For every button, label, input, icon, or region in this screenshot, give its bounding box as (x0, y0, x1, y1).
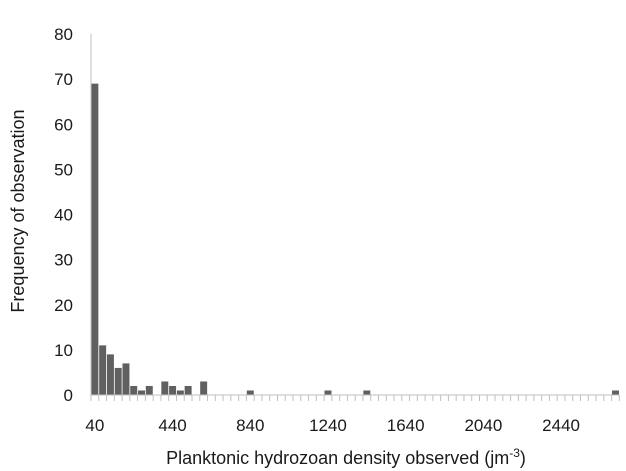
y-tick-label: 70 (54, 70, 73, 89)
bars-group (91, 83, 619, 395)
histogram-bar (169, 385, 177, 395)
x-tick-label: 840 (236, 416, 264, 435)
histogram-bar (99, 345, 107, 395)
y-tick-label: 10 (54, 341, 73, 360)
histogram-bar (611, 390, 619, 395)
y-tick-labels: 0 10 20 30 40 50 60 70 80 (54, 25, 73, 405)
y-tick-label: 40 (54, 206, 73, 225)
histogram-bar (246, 390, 254, 395)
x-tick-label: 440 (158, 416, 186, 435)
histogram-bar (145, 385, 153, 395)
x-axis-title: Planktonic hydrozoan density observed (j… (166, 446, 526, 468)
x-tick-label: 2040 (464, 416, 502, 435)
histogram-bar (184, 385, 192, 395)
x-minor-ticks (90, 395, 620, 401)
histogram-bar (324, 390, 332, 395)
x-tick-labels: 40 440 840 1240 1640 2040 2440 (85, 416, 580, 435)
histogram-bar (122, 363, 130, 395)
histogram-bar (200, 381, 208, 395)
y-tick-label: 80 (54, 25, 73, 44)
x-tick-label: 40 (85, 416, 104, 435)
y-tick-label: 0 (64, 386, 73, 405)
histogram-bar (176, 390, 184, 395)
x-axis-title-main: Planktonic hydrozoan density observed (j… (166, 448, 509, 468)
x-tick-label: 1240 (309, 416, 347, 435)
x-tick-label: 1640 (387, 416, 425, 435)
x-axis-title-superscript: -3 (509, 446, 520, 460)
x-axis-title-suffix: ) (520, 448, 526, 468)
histogram-bar (114, 367, 122, 395)
y-tick-label: 60 (54, 115, 73, 134)
histogram-bar (130, 385, 138, 395)
histogram-bar (91, 83, 99, 395)
x-tick-label: 2440 (542, 416, 580, 435)
histogram-bar (106, 354, 114, 395)
histogram-bar (138, 390, 145, 395)
histogram-bar (161, 381, 169, 395)
y-tick-label: 30 (54, 251, 73, 270)
y-tick-label: 20 (54, 296, 73, 315)
histogram-bar (363, 390, 371, 395)
y-tick-label: 50 (54, 160, 73, 179)
y-axis-title: Frequency of observation (8, 109, 28, 312)
